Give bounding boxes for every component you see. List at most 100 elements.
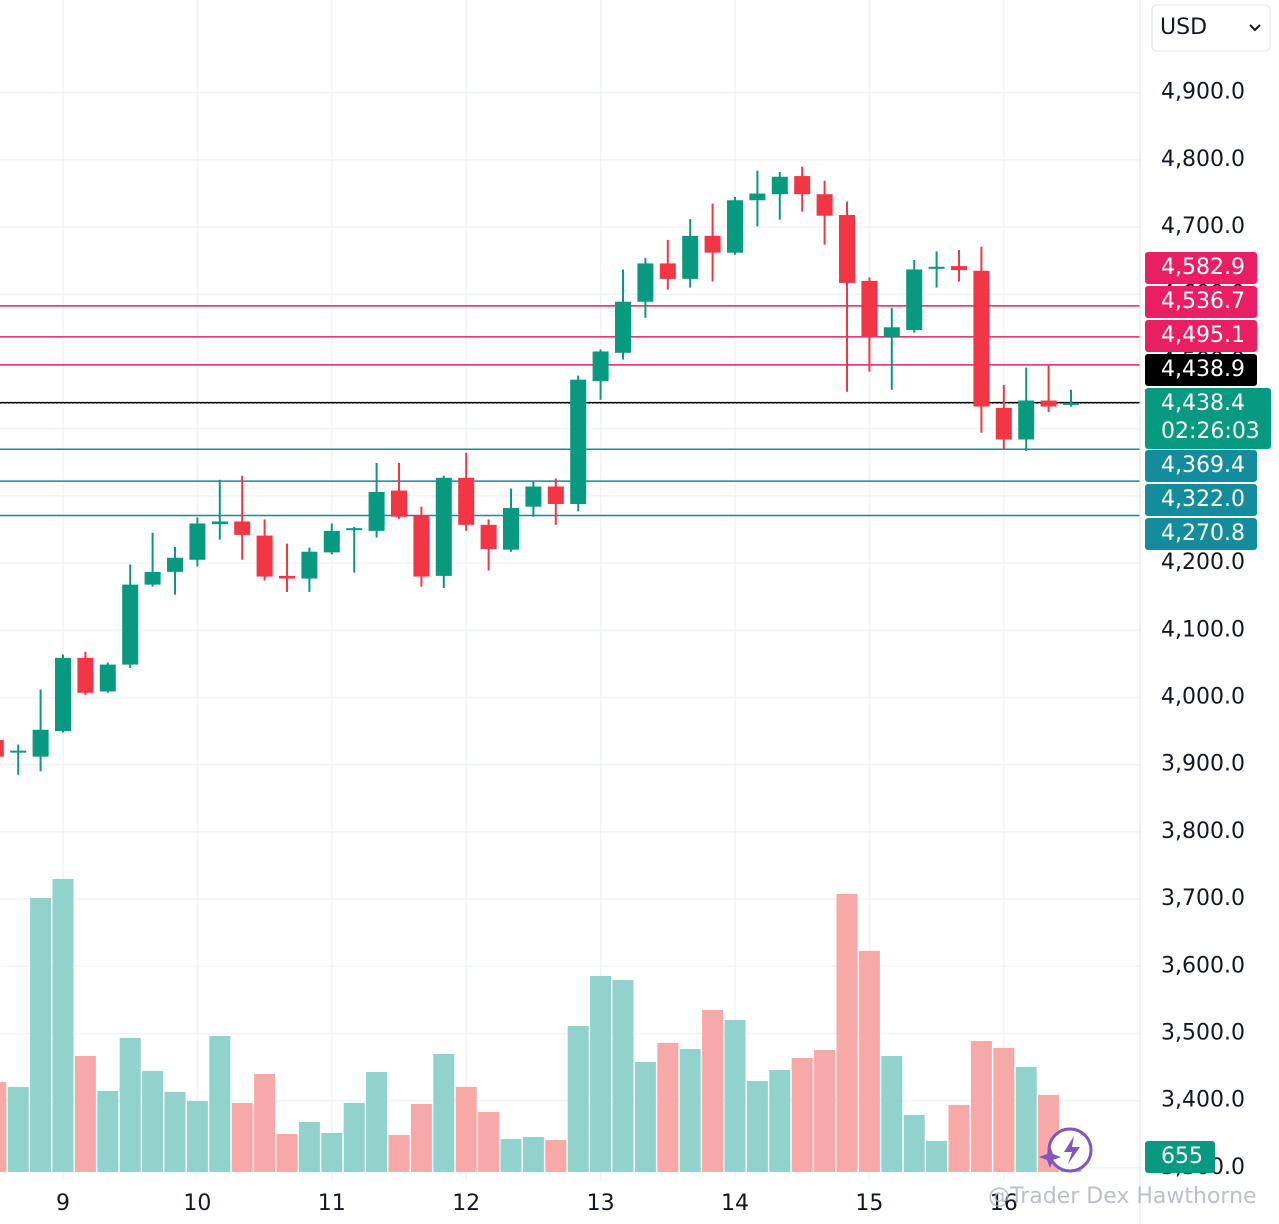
x-tick-label: 14 [721, 1191, 749, 1216]
candle-body [77, 657, 94, 693]
volume-bar [433, 1053, 455, 1172]
y-tick-label: 3,700.0 [1161, 886, 1245, 911]
volume-bar [791, 1058, 813, 1172]
price-label: 4,438.9 [1161, 357, 1245, 382]
x-tick-label: 10 [183, 1191, 211, 1216]
volume-bar [410, 1104, 432, 1172]
x-tick-label: 11 [318, 1191, 346, 1216]
currency-text[interactable]: USD [1160, 15, 1207, 40]
volume-bar [321, 1132, 343, 1172]
volume-label-box [1145, 1141, 1215, 1173]
volume-bar [881, 1055, 903, 1172]
assistant-icon[interactable] [1039, 1127, 1093, 1173]
volume-bar [500, 1139, 522, 1172]
candle-body [99, 664, 116, 692]
volume-bar [657, 1042, 679, 1172]
x-tick-label: 12 [452, 1191, 480, 1216]
candle-body [167, 557, 183, 572]
candle-body [906, 269, 923, 330]
price-label: 4,582.9 [1161, 255, 1245, 280]
volume-bar [970, 1040, 992, 1172]
volume-bar [612, 979, 634, 1172]
candle-body [435, 477, 452, 576]
price-label: 4,495.1 [1161, 323, 1245, 348]
volume-bar [254, 1074, 276, 1172]
candle-body [995, 407, 1012, 440]
volume-bar [343, 1102, 365, 1172]
x-tick-label: 13 [587, 1191, 615, 1216]
volume-bar [388, 1135, 410, 1172]
candle-body [637, 263, 654, 302]
volume-layer [0, 879, 1082, 1172]
volume-bar [97, 1090, 119, 1172]
volume-bar [52, 879, 74, 1172]
y-tick-label: 3,600.0 [1161, 953, 1245, 978]
volume-bar [545, 1139, 567, 1172]
volume-bar [1015, 1066, 1037, 1172]
x-tick-label: 9 [56, 1191, 70, 1216]
volume-bar [366, 1071, 388, 1172]
candle-body [951, 266, 967, 271]
candle-body [10, 750, 27, 753]
volume-bar [209, 1036, 231, 1172]
candle-body [301, 551, 318, 579]
volume-bar [142, 1071, 164, 1172]
dropdown-arrow[interactable] [1249, 24, 1261, 32]
currency-box[interactable] [1151, 4, 1271, 52]
candle-body [122, 584, 139, 665]
price-label: 4,536.7 [1161, 289, 1245, 314]
candle-body [928, 266, 945, 269]
volume-bar [186, 1101, 208, 1172]
currency-select[interactable]: USD [1151, 4, 1271, 52]
candle-body [592, 351, 609, 382]
volume-bar [948, 1104, 970, 1172]
candle-body [458, 477, 475, 525]
volume-bar [74, 1055, 96, 1172]
countdown-label: 02:26:03 [1161, 419, 1260, 444]
price-label-box [1145, 450, 1257, 482]
price-label: 4,270.8 [1161, 521, 1245, 546]
candle-body [32, 729, 49, 757]
volume-bar [634, 1062, 656, 1172]
y-tick-label: 4,800.0 [1161, 147, 1245, 172]
volume-bar [478, 1112, 500, 1172]
sparkle[interactable] [1039, 1146, 1061, 1168]
lightning[interactable] [1064, 1136, 1080, 1164]
last-price-box [1145, 388, 1271, 449]
candle-body [323, 530, 340, 553]
price-axis: 3,300.03,400.03,500.03,600.03,700.03,800… [1145, 80, 1271, 1180]
candle-body [525, 486, 542, 507]
y-tick-label: 3,900.0 [1161, 752, 1245, 777]
candle-body [615, 301, 631, 353]
volume-bar [522, 1136, 544, 1172]
y-tick-label: 4,700.0 [1161, 214, 1245, 239]
volume-bar [926, 1140, 948, 1172]
volume-bar [455, 1086, 477, 1172]
y-tick-label: 4,000.0 [1161, 685, 1245, 710]
candle-body [346, 528, 363, 531]
volume-bar [567, 1025, 589, 1172]
candle-body [749, 193, 766, 201]
volume-bar [769, 1070, 791, 1172]
y-tick-label: 3,800.0 [1161, 819, 1245, 844]
y-tick-label: 3,500.0 [1161, 1021, 1245, 1046]
volume-bar [858, 950, 880, 1172]
last-price-label: 4,438.4 [1161, 391, 1245, 416]
candle-body [55, 657, 71, 732]
volume-bar [7, 1086, 29, 1172]
candle-body [682, 235, 699, 279]
volume-bar [298, 1121, 320, 1172]
candle-body [816, 194, 833, 216]
x-tick-label: 15 [855, 1191, 883, 1216]
candle-body [883, 327, 900, 337]
price-label-box [1145, 354, 1257, 386]
volume-bar [0, 1082, 7, 1172]
volume-label: 655 [1161, 1144, 1203, 1169]
candle-body [144, 571, 161, 585]
volume-bar [164, 1091, 186, 1172]
price-label: 4,322.0 [1161, 487, 1245, 512]
candle-body [211, 521, 228, 525]
candle-body [279, 575, 295, 579]
